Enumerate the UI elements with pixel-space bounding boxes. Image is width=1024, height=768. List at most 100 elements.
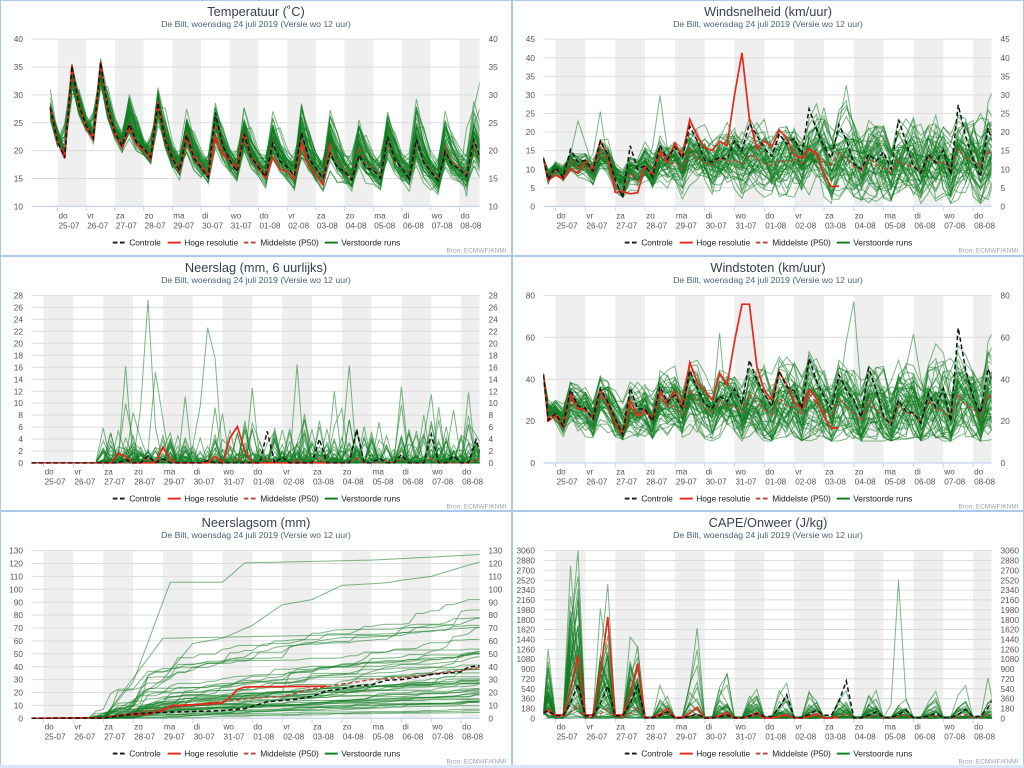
svg-text:24: 24 [489,314,499,324]
svg-text:12: 12 [14,386,24,396]
svg-text:1440: 1440 [517,635,536,645]
svg-text:03-08: 03-08 [825,222,846,231]
svg-text:180: 180 [1001,704,1015,714]
svg-text:45: 45 [526,34,536,44]
svg-text:Hoge resolutie: Hoge resolutie [184,238,238,248]
svg-text:20: 20 [14,338,24,348]
svg-text:20: 20 [526,127,536,137]
svg-text:di: di [706,212,713,221]
svg-text:10: 10 [14,398,24,408]
svg-text:10: 10 [526,164,536,174]
svg-text:120: 120 [9,559,23,569]
svg-text:di: di [914,723,921,732]
svg-text:130: 130 [489,546,503,556]
svg-text:wo: wo [230,212,242,221]
svg-text:ma: ma [885,723,897,732]
svg-text:18: 18 [489,350,499,360]
svg-text:20: 20 [489,338,499,348]
svg-text:15: 15 [14,174,24,184]
svg-text:30-07: 30-07 [706,733,727,742]
svg-text:08-08: 08-08 [462,733,483,742]
svg-text:01-08: 01-08 [765,733,786,742]
svg-text:5: 5 [1001,183,1006,193]
svg-text:25: 25 [14,118,24,128]
svg-text:De Bilt, woensdag 24 juli 2019: De Bilt, woensdag 24 juli 2019 (Versie w… [673,275,863,285]
svg-text:wo: wo [431,212,443,221]
svg-text:04-08: 04-08 [855,733,876,742]
svg-text:2340: 2340 [1001,585,1020,595]
svg-text:60: 60 [1001,332,1011,342]
svg-text:29-07: 29-07 [676,478,697,487]
svg-text:do: do [460,212,470,221]
svg-text:40: 40 [526,374,536,384]
svg-text:Hoge resolutie: Hoge resolutie [696,238,750,248]
svg-text:02-08: 02-08 [795,222,816,231]
svg-text:15: 15 [489,174,499,184]
svg-text:vr: vr [283,723,290,732]
svg-text:08-08: 08-08 [460,222,481,231]
svg-text:2520: 2520 [517,575,536,585]
svg-text:2160: 2160 [1001,595,1020,605]
svg-text:zo: zo [855,723,864,732]
svg-text:35: 35 [526,71,536,81]
svg-text:31-07: 31-07 [736,478,757,487]
svg-text:ma: ma [173,212,185,221]
svg-text:2160: 2160 [517,595,536,605]
svg-text:900: 900 [1001,664,1015,674]
svg-text:10: 10 [14,701,24,711]
svg-text:Middelste (P50): Middelste (P50) [260,749,319,759]
svg-text:16: 16 [489,362,499,372]
svg-text:1440: 1440 [1001,635,1020,645]
svg-text:0: 0 [530,458,535,468]
svg-text:15: 15 [526,146,536,156]
svg-text:ma: ma [885,468,897,477]
svg-text:14: 14 [14,374,24,384]
svg-text:04-08: 04-08 [343,733,364,742]
svg-text:vr: vr [74,723,81,732]
svg-text:zo: zo [646,723,655,732]
svg-text:wo: wo [431,468,443,477]
svg-text:vr: vr [795,723,802,732]
svg-text:De Bilt, woensdag 24 juli 2019: De Bilt, woensdag 24 juli 2019 (Versie w… [161,275,351,285]
svg-text:Verstoorde runs: Verstoorde runs [341,238,400,248]
svg-text:05-08: 05-08 [373,478,394,487]
svg-text:70: 70 [489,623,499,633]
svg-text:28-07: 28-07 [134,478,155,487]
svg-text:De Bilt, woensdag 24 juli 2019: De Bilt, woensdag 24 juli 2019 (Versie w… [673,530,863,540]
svg-text:31-07: 31-07 [224,733,245,742]
svg-text:1980: 1980 [517,605,536,615]
svg-text:31-07: 31-07 [231,222,252,231]
svg-text:27-07: 27-07 [104,733,125,742]
svg-text:do: do [974,723,984,732]
svg-text:ma: ma [164,723,176,732]
svg-text:zo: zo [346,212,355,221]
svg-text:31-07: 31-07 [736,222,757,231]
svg-text:do: do [557,212,567,221]
svg-text:do: do [765,212,775,221]
svg-text:02-08: 02-08 [283,733,304,742]
svg-text:90: 90 [14,597,24,607]
svg-text:Verstoorde runs: Verstoorde runs [341,749,400,759]
svg-text:360: 360 [1001,694,1015,704]
svg-text:Controle: Controle [129,749,161,759]
svg-text:di: di [706,723,713,732]
svg-text:04-08: 04-08 [855,222,876,231]
svg-text:2700: 2700 [1001,565,1020,575]
svg-text:540: 540 [1001,684,1015,694]
svg-text:28-07: 28-07 [646,733,667,742]
svg-text:02-08: 02-08 [795,733,816,742]
svg-text:20: 20 [489,146,499,156]
svg-text:40: 40 [14,34,24,44]
svg-text:01-08: 01-08 [253,478,274,487]
svg-text:10: 10 [1001,164,1011,174]
svg-text:05-08: 05-08 [373,733,394,742]
svg-text:do: do [253,468,263,477]
svg-text:za: za [616,723,625,732]
svg-text:120: 120 [489,559,503,569]
svg-text:di: di [402,723,409,732]
svg-text:40: 40 [489,662,499,672]
svg-text:Hoge resolutie: Hoge resolutie [184,494,238,504]
svg-text:08-08: 08-08 [974,478,995,487]
svg-text:60: 60 [526,332,536,342]
svg-text:35: 35 [1001,71,1011,81]
